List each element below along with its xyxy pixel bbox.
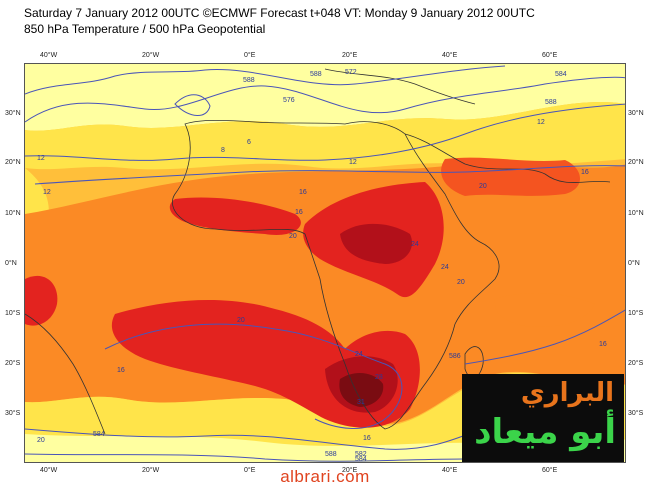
contour-label: 12 bbox=[37, 155, 45, 162]
lat-tick-left: 0°N bbox=[5, 260, 17, 267]
lat-tick-left: 10°S bbox=[5, 310, 21, 317]
contour-label: 24 bbox=[441, 264, 449, 271]
contour-label: 572 bbox=[345, 69, 357, 76]
field-red-atlantic-west bbox=[25, 275, 58, 326]
contour-label: 16 bbox=[581, 169, 589, 176]
contour-label: 8 bbox=[221, 147, 225, 154]
contour-label: 24 bbox=[411, 241, 419, 248]
contour-line bbox=[25, 103, 625, 161]
contour-label: 16 bbox=[599, 341, 607, 348]
lon-tick-bottom: 20°E bbox=[342, 467, 358, 474]
field-pale-yellow-north bbox=[25, 64, 625, 131]
contour-label: 12 bbox=[537, 119, 545, 126]
arabia-coastline bbox=[404, 133, 611, 183]
lon-tick-top: 40°W bbox=[40, 52, 58, 59]
contour-label: 584 bbox=[355, 456, 367, 463]
contour-label: 16 bbox=[363, 435, 371, 442]
contour-label: 20 bbox=[37, 437, 45, 444]
lon-tick-top: 20°E bbox=[342, 52, 358, 59]
field-yellow-north bbox=[25, 101, 625, 170]
lat-tick-left: 20°S bbox=[5, 360, 21, 367]
lon-tick-bottom: 60°E bbox=[542, 467, 558, 474]
contour-label: 16 bbox=[117, 367, 125, 374]
geopotential-contours bbox=[25, 65, 625, 462]
contour-label: 20 bbox=[237, 317, 245, 324]
field-orange-indian bbox=[494, 292, 595, 327]
lat-tick-right: 20°N bbox=[628, 159, 644, 166]
logo-text-bottom: أبو ميعاد bbox=[474, 412, 616, 452]
lat-tick-right: 10°S bbox=[628, 310, 644, 317]
contour-line bbox=[34, 165, 625, 185]
lon-tick-bottom: 40°W bbox=[40, 467, 58, 474]
albrari-logo: البراري أبو ميعاد bbox=[462, 374, 624, 462]
lat-tick-right: 30°N bbox=[628, 110, 644, 117]
contour-label: 20 bbox=[289, 233, 297, 240]
contour-label: 20 bbox=[479, 183, 487, 190]
contour-label: 576 bbox=[283, 97, 295, 104]
lon-tick-bottom: 20°W bbox=[142, 467, 160, 474]
contour-line bbox=[25, 76, 625, 123]
field-maroon-core bbox=[339, 372, 384, 407]
lat-tick-right: 10°N bbox=[628, 210, 644, 217]
contour-label: 20 bbox=[457, 279, 465, 286]
map-subtitle: 850 hPa Temperature / 500 hPa Geopotenti… bbox=[24, 22, 266, 36]
lon-tick-bottom: 40°E bbox=[442, 467, 458, 474]
contour-label: 12 bbox=[349, 159, 357, 166]
contour-label: 588 bbox=[243, 77, 255, 84]
lat-tick-right: 20°S bbox=[628, 360, 644, 367]
contour-label: 584 bbox=[93, 431, 105, 438]
contour-line bbox=[464, 309, 625, 365]
contour-label: 584 bbox=[555, 71, 567, 78]
south-america-coastline bbox=[25, 313, 106, 435]
logo-text-top: البراري bbox=[520, 378, 614, 408]
contour-label: 6 bbox=[247, 139, 251, 146]
contour-label: 588 bbox=[310, 71, 322, 78]
contour-label: 586 bbox=[449, 353, 461, 360]
lon-tick-bottom: 0°E bbox=[244, 467, 256, 474]
contour-closed-low bbox=[174, 94, 211, 116]
lat-tick-right: 30°S bbox=[628, 410, 644, 417]
mediterranean-coastline bbox=[324, 68, 476, 105]
site-watermark: albrari.com bbox=[280, 467, 370, 486]
lat-tick-left: 30°N bbox=[5, 110, 21, 117]
field-red-sahel-west bbox=[169, 197, 301, 235]
lat-tick-right: 0°N bbox=[628, 260, 640, 267]
field-dark-red-central bbox=[340, 223, 413, 264]
contour-label-layer: 588 588 576 572 584 588 12 12 16 16 20 2… bbox=[37, 69, 607, 463]
contour-label: 16 bbox=[299, 189, 307, 196]
africa-coastline bbox=[172, 119, 500, 430]
lat-tick-left: 30°S bbox=[5, 410, 21, 417]
lon-tick-top: 0°E bbox=[244, 52, 256, 59]
lon-tick-top: 20°W bbox=[142, 52, 160, 59]
contour-label: 588 bbox=[545, 99, 557, 106]
lon-tick-top: 40°E bbox=[442, 52, 458, 59]
contour-label: 31 bbox=[357, 399, 365, 406]
contour-line bbox=[104, 323, 403, 429]
contour-label: 588 bbox=[325, 451, 337, 458]
contour-label: 28 bbox=[375, 374, 383, 381]
contour-line bbox=[25, 65, 506, 95]
lat-tick-left: 10°N bbox=[5, 210, 21, 217]
field-red-orange-arabia bbox=[441, 157, 580, 196]
lat-tick-left: 20°N bbox=[5, 159, 21, 166]
contour-line bbox=[25, 423, 496, 450]
contour-line bbox=[25, 453, 466, 462]
lon-tick-top: 60°E bbox=[542, 52, 558, 59]
contour-label: 12 bbox=[43, 189, 51, 196]
map-title: Saturday 7 January 2012 00UTC ©ECMWF For… bbox=[24, 6, 535, 20]
contour-label: 24 bbox=[355, 351, 363, 358]
contour-label: 16 bbox=[295, 209, 303, 216]
contour-label: 582 bbox=[355, 451, 367, 458]
